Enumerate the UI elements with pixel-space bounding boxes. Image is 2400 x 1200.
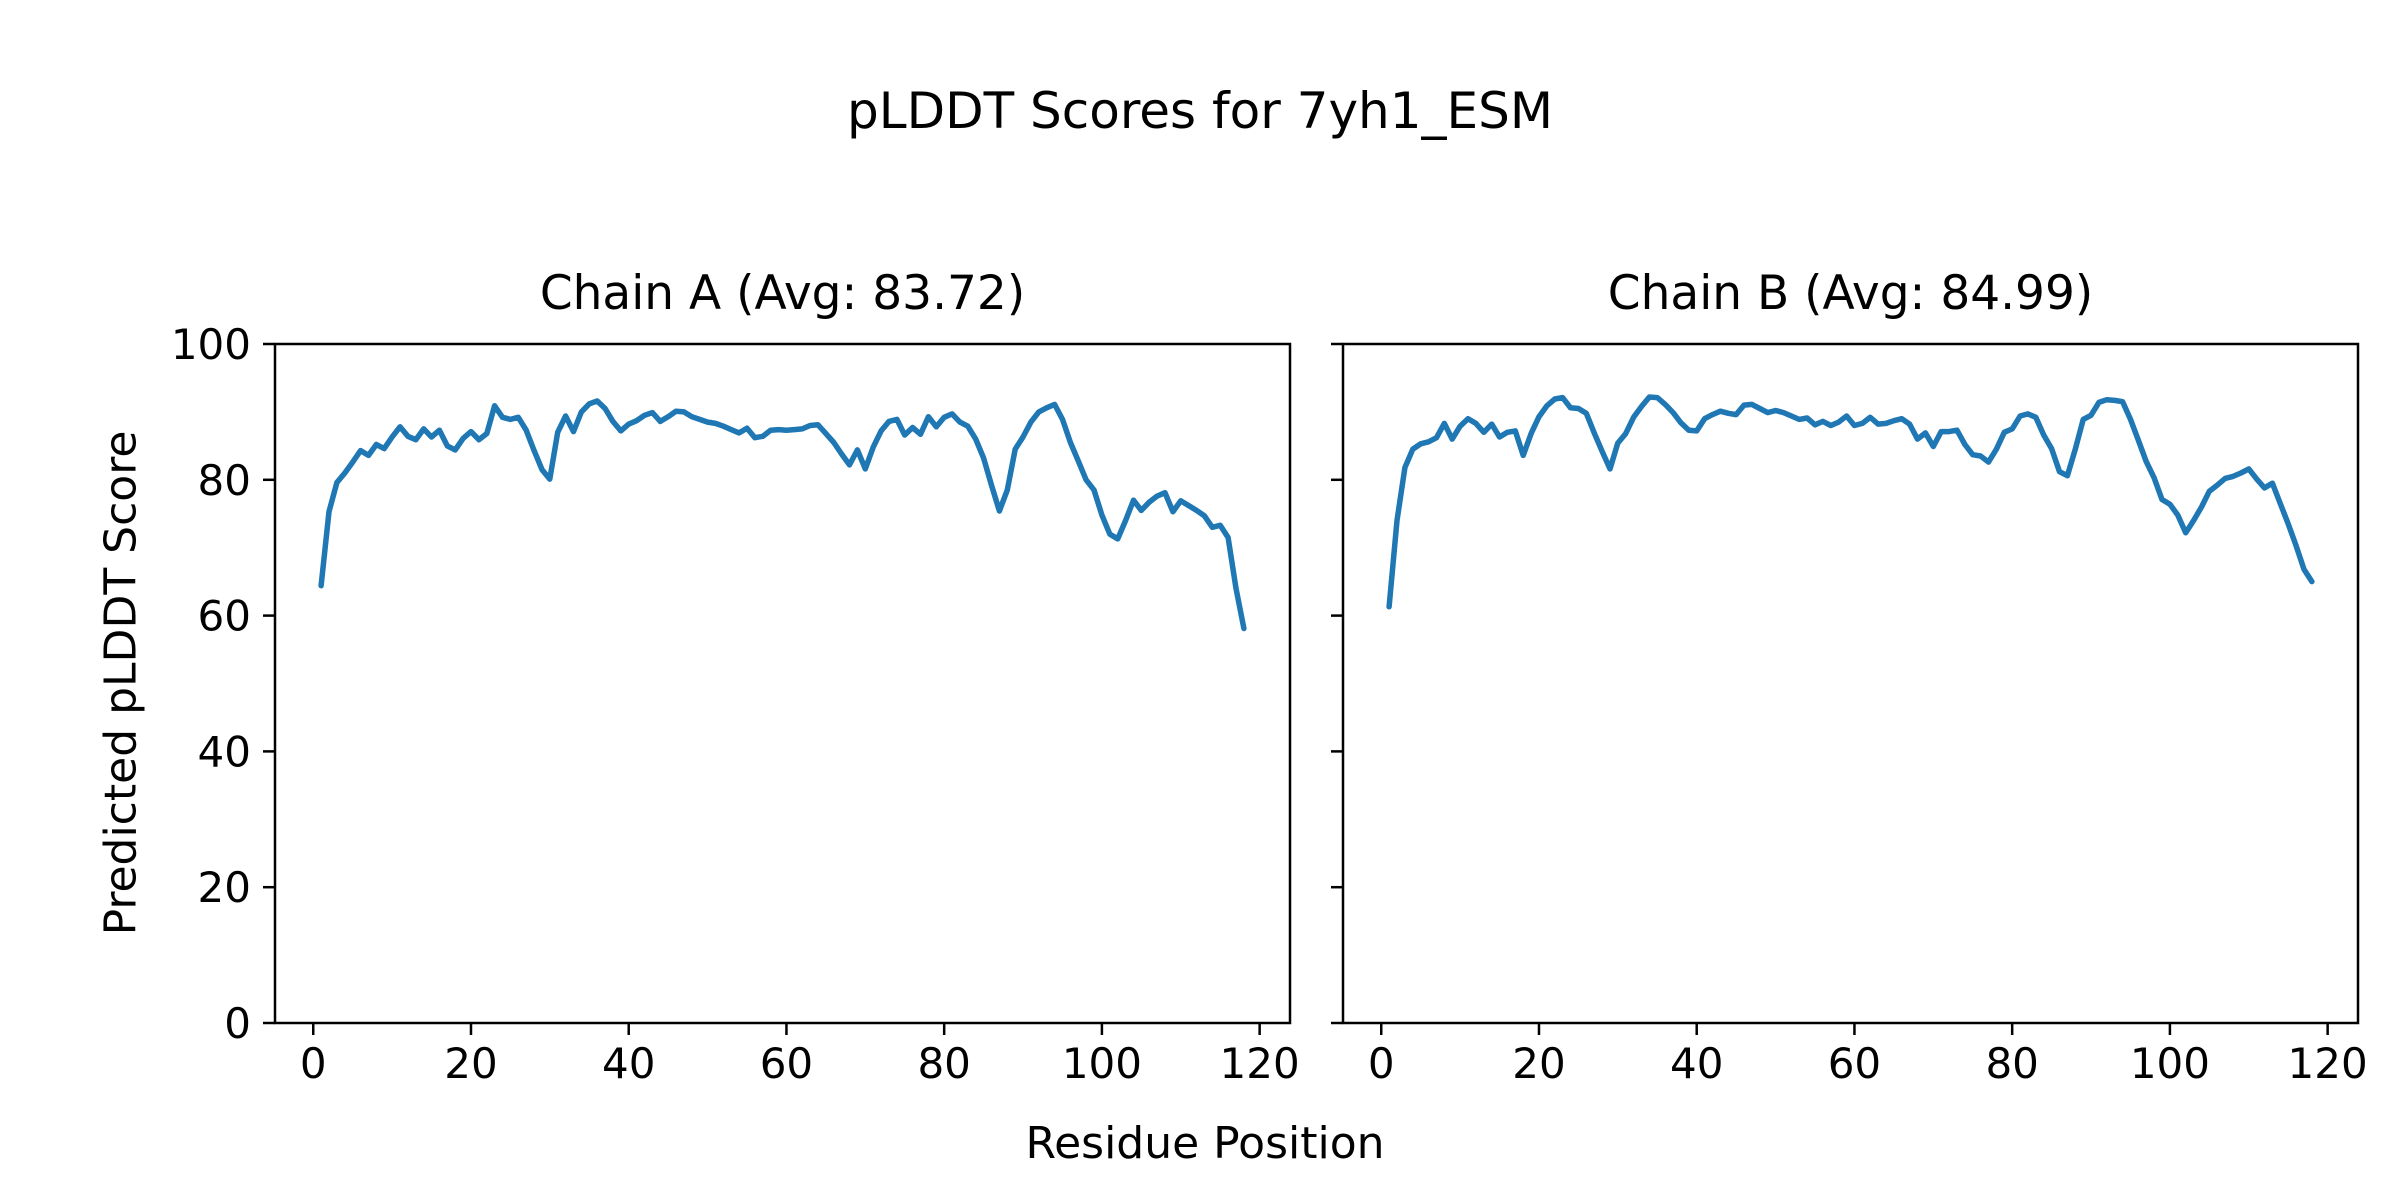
subplot-title-chain-b: Chain B (Avg: 84.99) — [1607, 266, 2094, 321]
x-tick-label: 100 — [2130, 1039, 2210, 1088]
y-tick-label: 100 — [171, 320, 251, 369]
chain-a-line-plot: 0 20 40 60 80 100 120 0 20 40 60 80 100 — [171, 320, 1300, 1088]
x-tick-label: 40 — [1670, 1039, 1723, 1088]
y-tick-label: 40 — [198, 727, 251, 776]
y-axis-label: Predicted pLDDT Score — [95, 430, 147, 936]
plddt-line — [1386, 394, 2315, 610]
x-tick-label: 40 — [602, 1039, 655, 1088]
plot-spines — [1341, 342, 2360, 1025]
x-tick-label: 60 — [760, 1039, 813, 1088]
y-tick-label: 80 — [198, 456, 251, 505]
chain-b-line-plot: 0 20 40 60 80 100 120 — [1331, 342, 2368, 1088]
x-tick-label: 120 — [1220, 1039, 1300, 1088]
x-tick-label: 20 — [1512, 1039, 1565, 1088]
x-tick-label: 20 — [444, 1039, 497, 1088]
x-tick-label: 100 — [1062, 1039, 1142, 1088]
x-tick-label: 60 — [1828, 1039, 1881, 1088]
x-tick-label: 80 — [917, 1039, 970, 1088]
x-tick-label: 0 — [1368, 1039, 1395, 1088]
y-tick-label: 0 — [224, 999, 251, 1048]
figure-title: pLDDT Scores for 7yh1_ESM — [846, 82, 1554, 140]
x-tick-label: 80 — [1985, 1039, 2038, 1088]
x-axis-label: Residue Position — [1025, 1118, 1385, 1169]
plot-spines — [273, 342, 1292, 1025]
y-tick-label: 20 — [198, 863, 251, 912]
subplot-title-chain-a: Chain A (Avg: 83.72) — [539, 266, 1026, 321]
y-tick-label: 60 — [198, 592, 251, 641]
x-tick-label: 120 — [2288, 1039, 2368, 1088]
plddt-line — [318, 398, 1247, 632]
x-tick-label: 0 — [300, 1039, 327, 1088]
